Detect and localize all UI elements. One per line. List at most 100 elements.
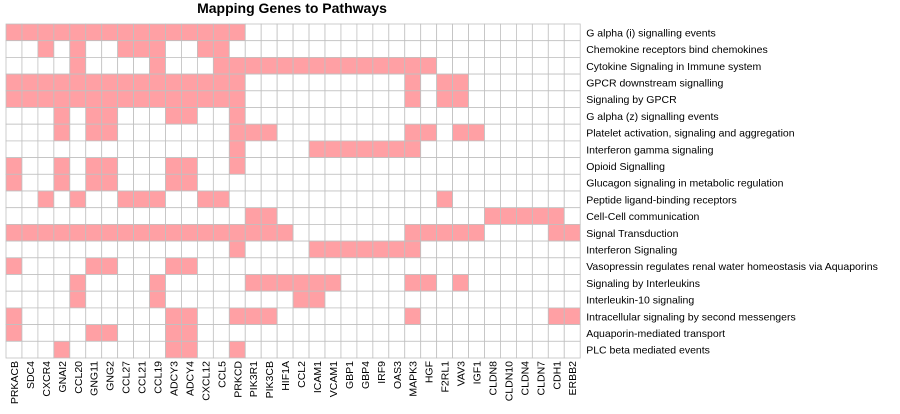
heatmap-cell (5, 57, 23, 75)
heatmap-cell (468, 107, 485, 125)
heatmap-cell (165, 157, 182, 175)
gene-label: PRKACB (9, 361, 21, 404)
gene-label: CLDN8 (487, 361, 499, 396)
heatmap-cell (324, 240, 342, 259)
heatmap-cell (260, 257, 278, 275)
heatmap-cell (547, 207, 565, 225)
pathway-label: Cell-Cell communication (586, 211, 699, 223)
heatmap-cell (101, 207, 119, 225)
heatmap-cell (452, 57, 469, 75)
heatmap-cell (133, 324, 150, 342)
heatmap-cell (420, 23, 438, 42)
heatmap-cell (260, 90, 278, 108)
heatmap-cell (500, 40, 517, 58)
heatmap-cell (212, 324, 230, 342)
heatmap-cell (149, 107, 166, 125)
heatmap-cell (244, 140, 262, 158)
heatmap-cell (484, 90, 501, 108)
heatmap-cell (516, 123, 533, 142)
heatmap-cell (436, 173, 453, 192)
heatmap-cell (165, 190, 182, 209)
heatmap-cell (85, 340, 103, 359)
heatmap-cell (436, 23, 453, 42)
heatmap-cell (244, 290, 262, 309)
heatmap-cell (420, 290, 438, 309)
heatmap-cell (165, 107, 182, 125)
heatmap-cell (196, 173, 214, 192)
heatmap-cell (21, 290, 39, 309)
heatmap-cell (133, 240, 150, 259)
heatmap-cell (212, 107, 230, 125)
heatmap-cell (133, 274, 150, 292)
heatmap-cell (37, 274, 55, 292)
heatmap-cell (196, 40, 214, 58)
heatmap-cell (149, 123, 166, 142)
heatmap-cell (85, 107, 103, 125)
heatmap-cell (244, 207, 262, 225)
heatmap-cell (260, 324, 278, 342)
heatmap-cell (292, 90, 310, 108)
heatmap-cell (372, 190, 390, 209)
heatmap-cell (117, 107, 135, 125)
heatmap-cell (404, 290, 422, 309)
heatmap-cell (547, 257, 565, 275)
heatmap-cell (37, 23, 55, 42)
heatmap-cell (388, 290, 406, 309)
heatmap-cell (356, 173, 374, 192)
heatmap-cell (181, 90, 198, 108)
heatmap-cell (21, 340, 39, 359)
heatmap-cell (196, 240, 214, 259)
heatmap-cell (420, 307, 438, 325)
heatmap-cell (276, 23, 294, 42)
pathway-label: Glucagon signaling in metabolic regulati… (586, 178, 783, 190)
heatmap-cell (372, 123, 390, 142)
heatmap-cell (21, 157, 39, 175)
gene-label: CDH1 (551, 361, 563, 390)
heatmap-cell (404, 57, 422, 75)
heatmap-cell (85, 190, 103, 209)
heatmap-cell (196, 290, 214, 309)
heatmap-cell (484, 274, 501, 292)
heatmap-cell (244, 324, 262, 342)
heatmap-cell (468, 340, 485, 359)
heatmap-cell (69, 290, 87, 309)
heatmap-cell (21, 190, 39, 209)
heatmap-cell (563, 207, 581, 225)
heatmap-cell (324, 157, 342, 175)
heatmap-cell (388, 23, 406, 42)
heatmap-cell (149, 90, 166, 108)
heatmap-cell (452, 107, 469, 125)
heatmap-cell (149, 324, 166, 342)
heatmap-cell (404, 223, 422, 242)
heatmap-cell (133, 340, 150, 359)
heatmap-cell (228, 274, 246, 292)
heatmap-cell (181, 140, 198, 158)
heatmap-cell (53, 190, 71, 209)
heatmap-cell (531, 57, 549, 75)
heatmap-cell (452, 123, 469, 142)
heatmap-cell (563, 324, 581, 342)
heatmap-cell (69, 140, 87, 158)
heatmap-cell (420, 257, 438, 275)
heatmap-cell (324, 90, 342, 108)
heatmap-cell (563, 307, 581, 325)
heatmap-cell (547, 240, 565, 259)
heatmap-cell (292, 157, 310, 175)
heatmap-cell (292, 73, 310, 92)
heatmap-cell (500, 157, 517, 175)
heatmap-cell (53, 173, 71, 192)
heatmap-cell (21, 223, 39, 242)
gene-label: PRKCD (232, 361, 244, 398)
heatmap-cell (117, 173, 135, 192)
pathway-label: Signaling by GPCR (586, 94, 677, 106)
heatmap-cell (436, 140, 453, 158)
heatmap-cell (324, 207, 342, 225)
heatmap-cell (308, 40, 326, 58)
heatmap-cell (404, 240, 422, 259)
heatmap-cell (308, 240, 326, 259)
heatmap-cell (181, 40, 198, 58)
heatmap-cell (244, 123, 262, 142)
heatmap-cell (101, 340, 119, 359)
heatmap-cell (420, 40, 438, 58)
heatmap-cell (516, 257, 533, 275)
